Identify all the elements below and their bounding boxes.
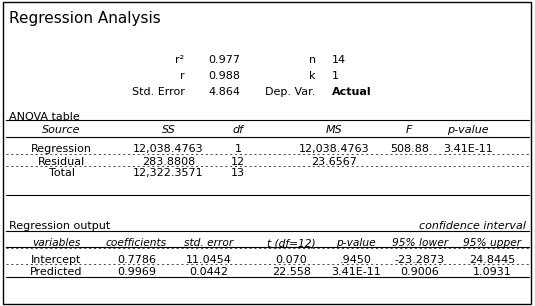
Text: 22.558: 22.558 xyxy=(272,267,311,277)
Text: Regression output: Regression output xyxy=(9,221,110,231)
Text: 0.977: 0.977 xyxy=(209,55,241,65)
Text: confidence interval: confidence interval xyxy=(419,221,526,231)
Text: 1: 1 xyxy=(332,71,339,81)
Text: variables: variables xyxy=(32,238,80,248)
Text: Dep. Var.: Dep. Var. xyxy=(265,87,316,97)
Text: 0.988: 0.988 xyxy=(209,71,241,81)
Text: coefficients: coefficients xyxy=(106,238,167,248)
Text: ANOVA table: ANOVA table xyxy=(9,112,79,122)
Text: 14: 14 xyxy=(332,55,346,65)
Text: 3.41E-11: 3.41E-11 xyxy=(331,267,380,277)
Text: 12,322.3571: 12,322.3571 xyxy=(133,168,204,178)
Text: Std. Error: Std. Error xyxy=(132,87,185,97)
Text: 0.9006: 0.9006 xyxy=(401,267,439,277)
Text: 12: 12 xyxy=(231,157,245,167)
Text: Intercept: Intercept xyxy=(31,255,81,265)
Text: 283.8808: 283.8808 xyxy=(142,157,195,167)
Text: 1: 1 xyxy=(234,144,242,155)
Text: Regression: Regression xyxy=(31,144,92,155)
Text: F: F xyxy=(406,125,412,136)
Text: 95% upper: 95% upper xyxy=(463,238,521,248)
Text: 23.6567: 23.6567 xyxy=(311,157,357,167)
Text: 24.8445: 24.8445 xyxy=(469,255,515,265)
Text: r: r xyxy=(180,71,185,81)
Text: 95% lower: 95% lower xyxy=(392,238,448,248)
Text: p-value: p-value xyxy=(336,238,376,248)
Text: SS: SS xyxy=(162,125,175,136)
Text: 3.41E-11: 3.41E-11 xyxy=(444,144,493,155)
Text: 13: 13 xyxy=(231,168,245,178)
Text: 508.88: 508.88 xyxy=(390,144,429,155)
Text: 0.7786: 0.7786 xyxy=(117,255,156,265)
Text: p-value: p-value xyxy=(447,125,489,136)
Text: -23.2873: -23.2873 xyxy=(395,255,445,265)
Text: Predicted: Predicted xyxy=(30,267,82,277)
Text: 1.0931: 1.0931 xyxy=(473,267,511,277)
Text: 12,038.4763: 12,038.4763 xyxy=(133,144,204,155)
Text: 0.070: 0.070 xyxy=(276,255,308,265)
Text: Regression Analysis: Regression Analysis xyxy=(9,11,160,26)
Text: Residual: Residual xyxy=(38,157,85,167)
Text: 4.864: 4.864 xyxy=(209,87,241,97)
Text: n: n xyxy=(309,55,316,65)
Text: 0.0442: 0.0442 xyxy=(189,267,228,277)
Text: Source: Source xyxy=(42,125,81,136)
Text: r²: r² xyxy=(175,55,185,65)
Text: std. error: std. error xyxy=(184,238,233,248)
Text: df: df xyxy=(233,125,243,136)
Text: MS: MS xyxy=(326,125,343,136)
Text: t (df=12): t (df=12) xyxy=(268,238,316,248)
Text: Total: Total xyxy=(49,168,74,178)
Text: 0.9969: 0.9969 xyxy=(117,267,156,277)
Text: .9450: .9450 xyxy=(340,255,372,265)
Text: 12,038.4763: 12,038.4763 xyxy=(299,144,370,155)
Text: 11.0454: 11.0454 xyxy=(186,255,232,265)
FancyBboxPatch shape xyxy=(3,2,531,304)
Text: Actual: Actual xyxy=(332,87,371,97)
Text: k: k xyxy=(309,71,316,81)
